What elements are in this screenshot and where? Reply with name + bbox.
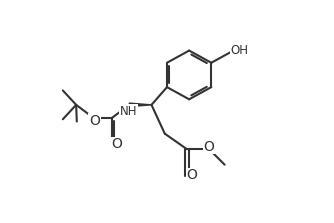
Text: O: O <box>204 140 214 153</box>
Polygon shape <box>129 103 152 107</box>
Text: NH: NH <box>120 105 137 118</box>
Text: OH: OH <box>231 44 249 57</box>
Text: O: O <box>111 137 122 151</box>
Text: O: O <box>186 168 197 182</box>
Text: O: O <box>89 114 100 128</box>
